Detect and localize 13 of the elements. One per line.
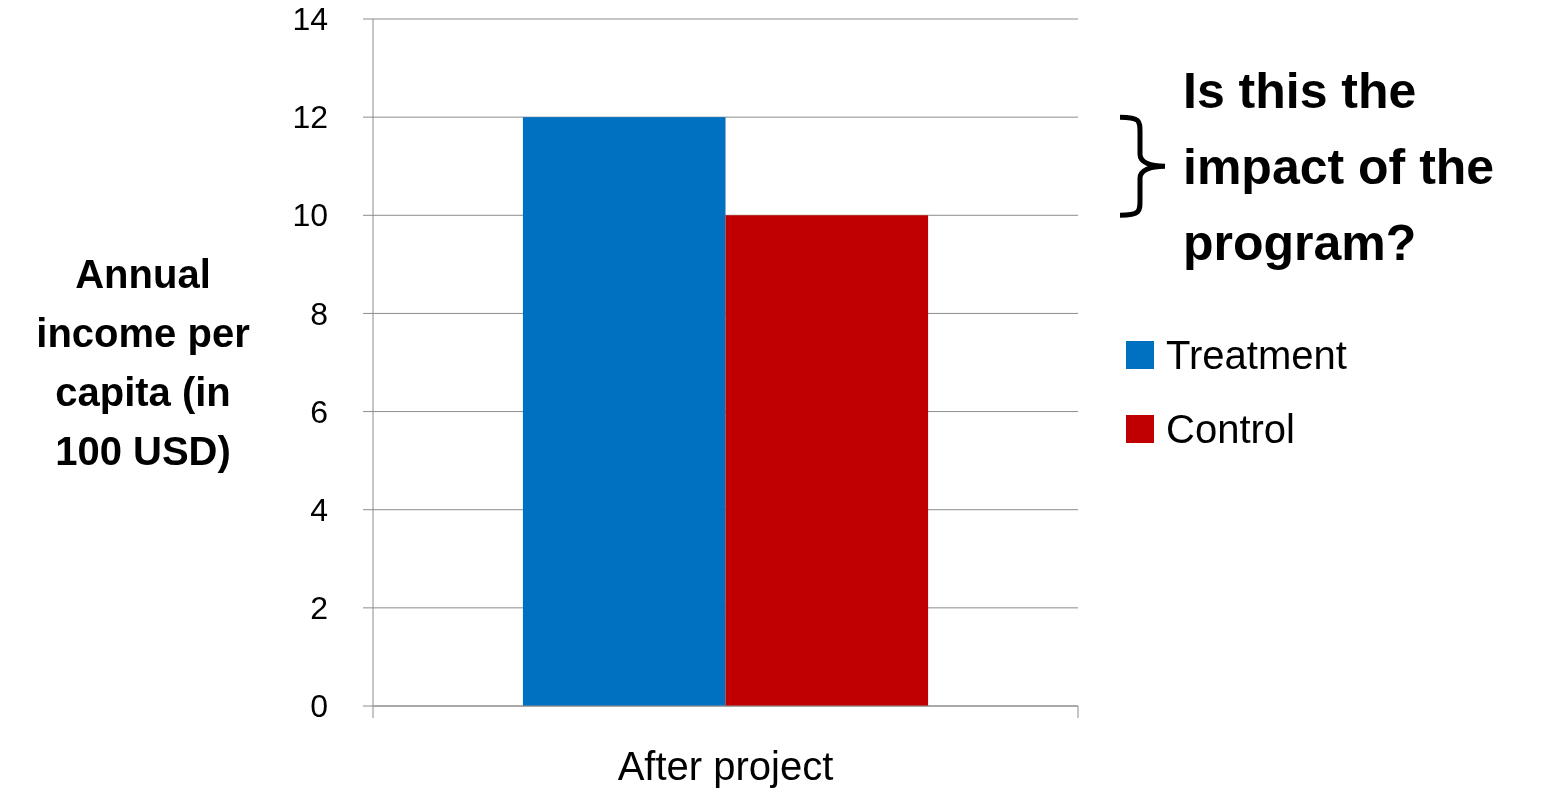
legend-label: Control: [1166, 407, 1295, 451]
y-tick-label: 12: [292, 99, 328, 136]
y-tick-label: 0: [310, 688, 328, 725]
legend-label: Treatment: [1166, 333, 1347, 377]
y-tick-label: 10: [292, 197, 328, 234]
y-axis-title: Annual income per capita (in 100 USD): [36, 252, 250, 473]
y-tick-label: 14: [292, 1, 328, 38]
y-tick-label: 4: [310, 491, 328, 528]
y-tick-label: 8: [310, 295, 328, 332]
text: Is this the impact of the program?: [1183, 63, 1495, 271]
y-tick-label: 2: [310, 590, 328, 627]
y-tick-label: 6: [310, 393, 328, 430]
x-tick-label: After project: [617, 744, 834, 788]
